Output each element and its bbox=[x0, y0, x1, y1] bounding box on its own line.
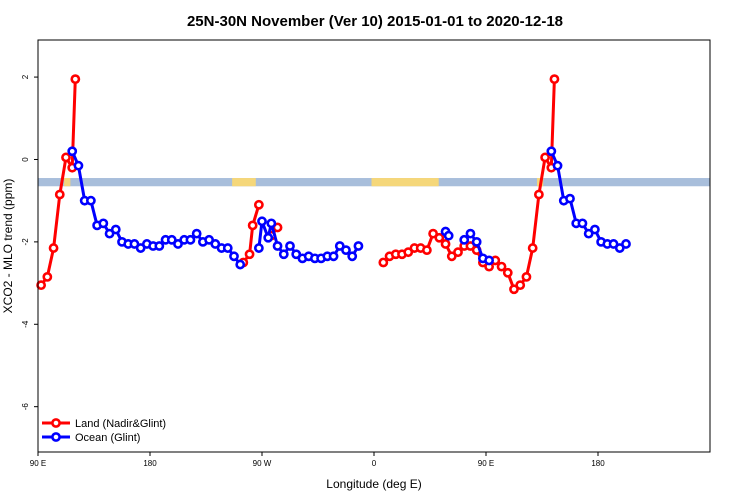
data-point bbox=[552, 160, 563, 171]
series-layer bbox=[36, 74, 631, 295]
x-tick-label: 180 bbox=[591, 459, 605, 468]
data-point bbox=[191, 228, 202, 239]
data-point bbox=[621, 239, 631, 249]
data-point bbox=[70, 74, 81, 85]
x-tick-label: 90 E bbox=[30, 459, 46, 468]
data-point bbox=[353, 241, 364, 251]
data-point bbox=[540, 152, 551, 163]
y-tick-label: -4 bbox=[21, 320, 30, 328]
data-point bbox=[549, 74, 560, 85]
x-tick-label: 90 W bbox=[253, 459, 272, 468]
data-point bbox=[453, 247, 463, 258]
data-point bbox=[465, 228, 476, 239]
data-point bbox=[421, 245, 432, 256]
data-point bbox=[48, 243, 59, 253]
y-tick-label: -2 bbox=[21, 238, 30, 246]
data-point bbox=[378, 257, 389, 268]
chart-title: 25N-30N November (Ver 10) 2015-01-01 to … bbox=[187, 13, 563, 30]
y-tick-label: -6 bbox=[21, 403, 30, 411]
data-point bbox=[496, 261, 507, 272]
data-point bbox=[589, 224, 600, 235]
y-axis-label: XCO2 - MLO trend (ppm) bbox=[1, 179, 15, 314]
data-point bbox=[278, 249, 289, 260]
data-point bbox=[110, 224, 121, 235]
data-point bbox=[244, 249, 255, 260]
data-point bbox=[443, 230, 454, 241]
data-point bbox=[54, 189, 65, 200]
data-point bbox=[515, 280, 526, 291]
data-point bbox=[272, 241, 283, 251]
data-point bbox=[67, 146, 78, 157]
data-point bbox=[471, 236, 482, 247]
data-point bbox=[98, 218, 109, 229]
data-point bbox=[440, 239, 451, 249]
data-point bbox=[229, 251, 239, 262]
data-point bbox=[565, 193, 575, 204]
land-ocean-band bbox=[38, 178, 710, 187]
data-point bbox=[61, 152, 71, 163]
data-point bbox=[502, 267, 513, 278]
x-axis-label: Longitude (deg E) bbox=[326, 477, 421, 491]
data-point bbox=[328, 251, 339, 262]
data-point bbox=[263, 232, 274, 243]
y-axis-ticks: -6 -4 -2 0 2 bbox=[21, 74, 38, 410]
legend-label: Ocean (Glint) bbox=[75, 432, 140, 444]
data-point bbox=[235, 259, 246, 270]
x-tick-label: 90 E bbox=[478, 459, 494, 468]
data-point bbox=[266, 218, 277, 229]
legend-marker bbox=[51, 432, 61, 442]
y-tick-label: 0 bbox=[21, 157, 30, 162]
data-point bbox=[185, 234, 196, 245]
data-point bbox=[253, 199, 264, 210]
data-point bbox=[341, 245, 351, 256]
data-point bbox=[85, 195, 96, 206]
land-band-1 bbox=[64, 178, 71, 187]
data-point bbox=[154, 241, 165, 251]
data-point bbox=[527, 243, 538, 253]
data-point bbox=[36, 280, 47, 291]
data-point bbox=[577, 218, 588, 229]
plot-frame bbox=[37, 39, 711, 453]
data-point bbox=[257, 216, 267, 227]
data-point bbox=[459, 234, 470, 245]
legend-marker bbox=[51, 418, 61, 428]
legend: Land (Nadir&Glint) Ocean (Glint) bbox=[42, 418, 166, 444]
x-tick-label: 0 bbox=[372, 459, 377, 468]
x-axis-ticks: 90 E 180 90 W 0 90 E 180 bbox=[30, 452, 605, 468]
land-band-2 bbox=[232, 178, 256, 187]
data-point bbox=[285, 241, 295, 251]
series-ocean bbox=[67, 146, 631, 270]
series-line bbox=[242, 204, 261, 264]
data-point bbox=[533, 189, 544, 200]
x-tick-label: 180 bbox=[143, 459, 157, 468]
legend-label: Land (Nadir&Glint) bbox=[75, 418, 166, 430]
land-band-3 bbox=[371, 178, 439, 187]
data-point bbox=[546, 146, 557, 157]
data-point bbox=[222, 243, 233, 253]
data-point bbox=[434, 232, 445, 243]
data-point bbox=[247, 220, 258, 231]
data-point bbox=[42, 271, 53, 282]
data-point bbox=[253, 243, 264, 253]
data-point bbox=[484, 255, 495, 266]
y-tick-label: 2 bbox=[21, 74, 30, 79]
data-point bbox=[73, 160, 84, 171]
data-point bbox=[347, 251, 358, 262]
data-point bbox=[521, 271, 532, 282]
